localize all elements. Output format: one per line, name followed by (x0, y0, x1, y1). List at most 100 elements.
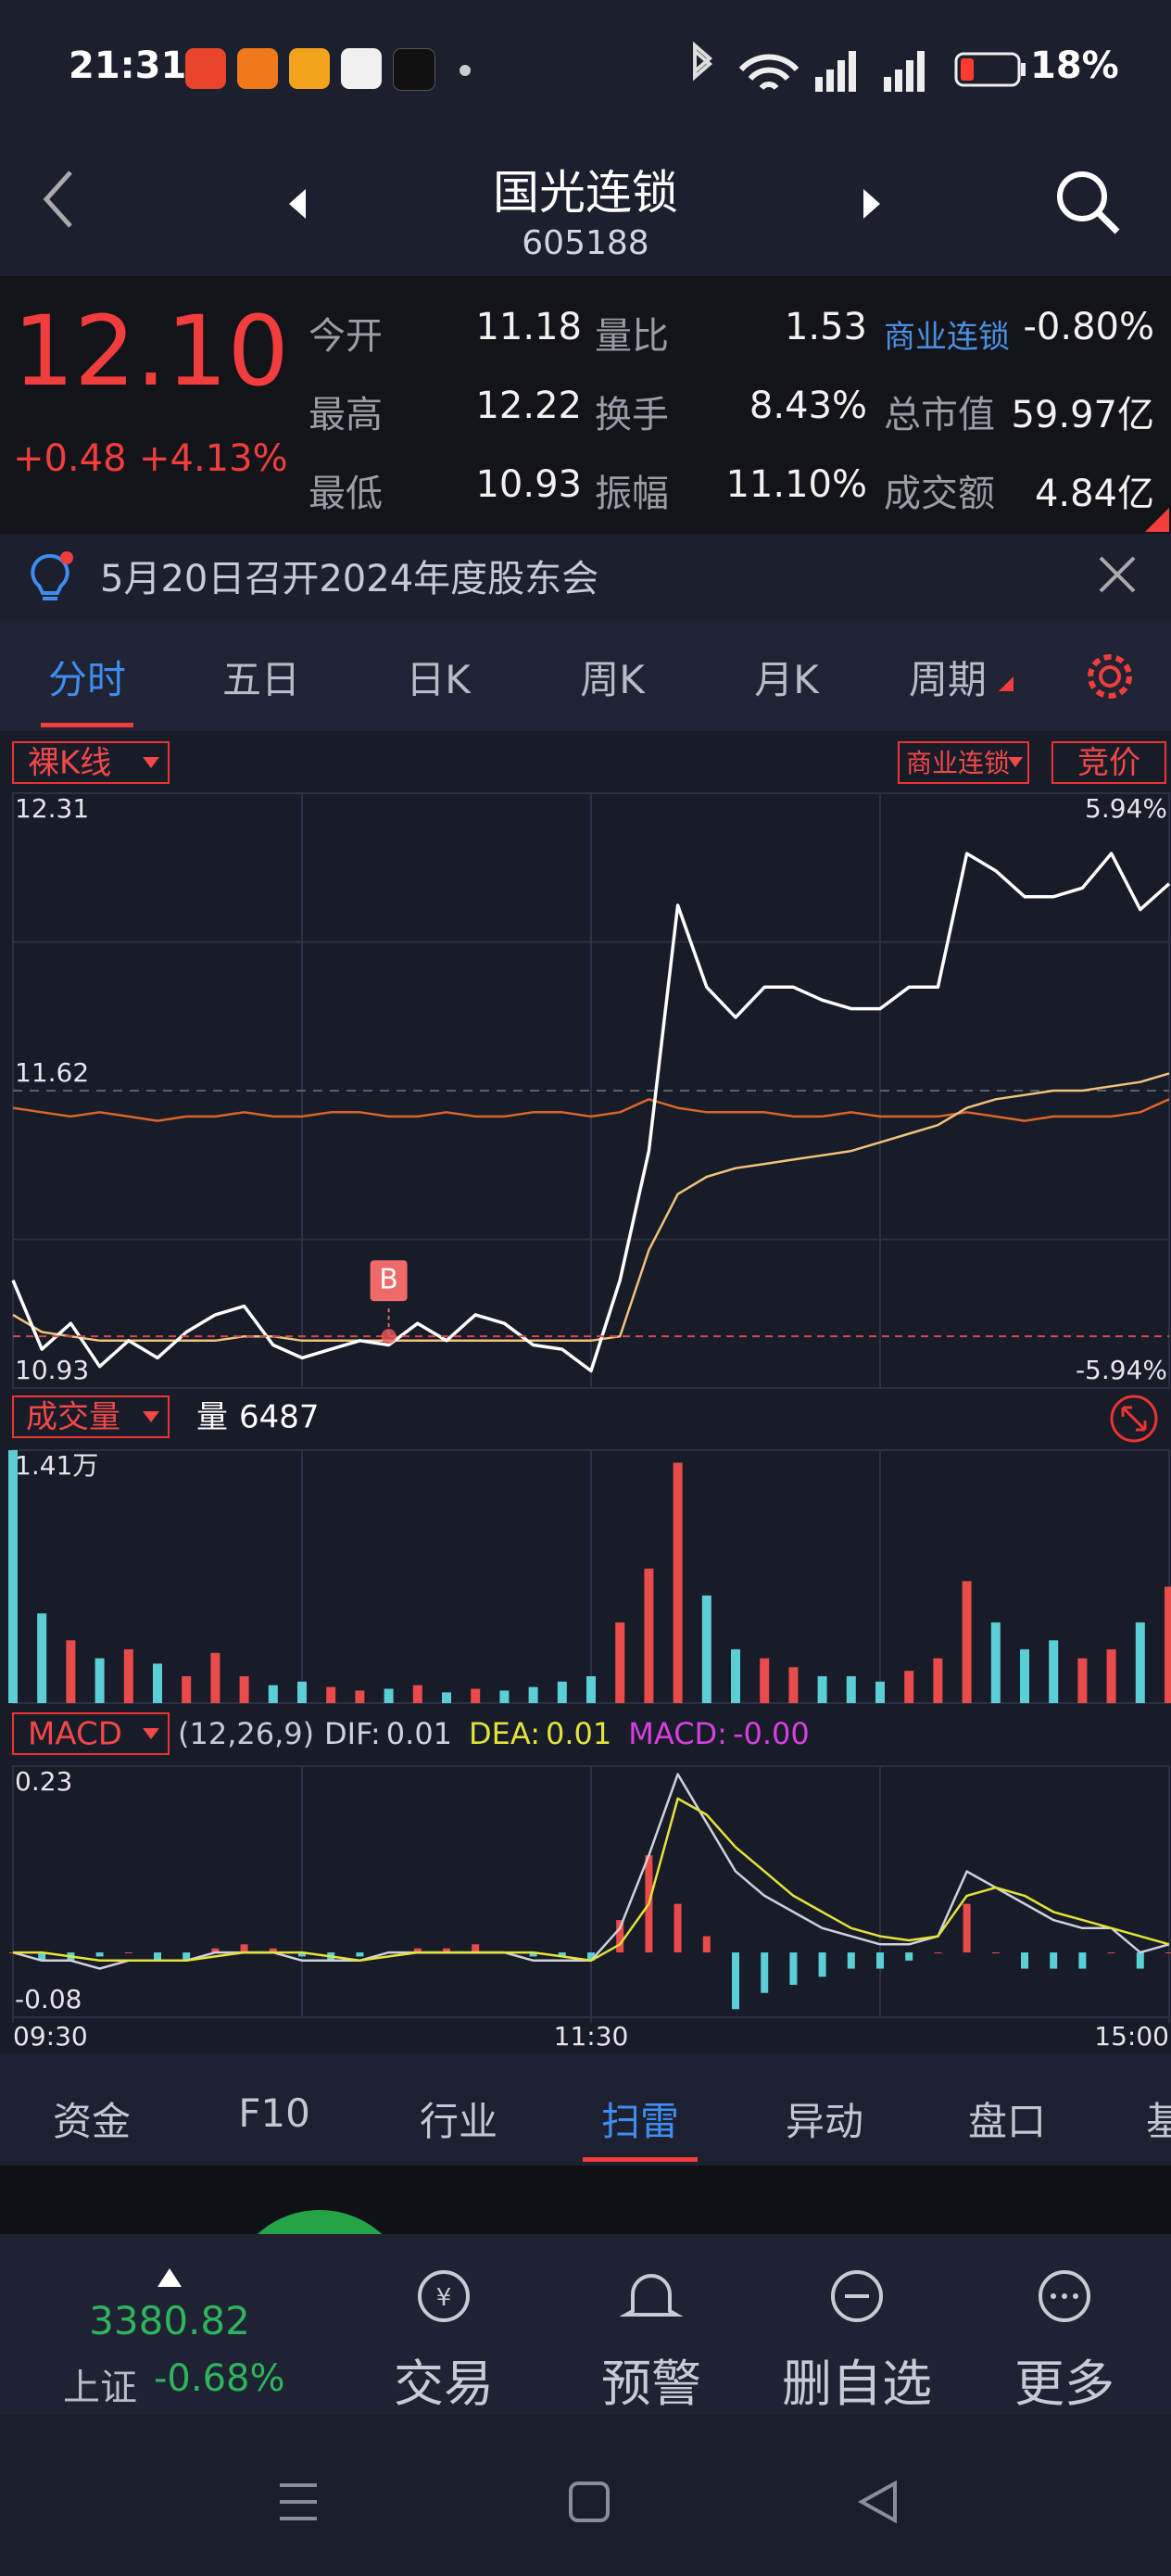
tab[interactable]: 五日 (221, 657, 301, 702)
auction-button[interactable] (1051, 741, 1166, 784)
prev-stock[interactable] (283, 185, 311, 222)
bottom-tab[interactable]: 异动 (785, 2099, 864, 2144)
stat-value: -0.80% (1023, 306, 1154, 348)
volume-bar (153, 1663, 162, 1703)
back-button[interactable] (37, 167, 83, 232)
dropdown-mark (999, 676, 1014, 691)
macd-bar (1021, 1952, 1028, 1969)
macd-bar (356, 1952, 364, 1957)
stat-label: 总市值 (884, 394, 995, 436)
bottom-tab[interactable]: 基 (1145, 2099, 1171, 2144)
macd-bar (1165, 1952, 1171, 1954)
volume-bar (615, 1622, 625, 1703)
macd-bar (269, 1948, 277, 1953)
compare-selector[interactable] (898, 741, 1029, 784)
volume-bar (962, 1581, 972, 1703)
volume-value: 6487 (239, 1399, 320, 1436)
action-button[interactable]: 交易 (394, 2355, 494, 2413)
volume-bar (355, 1690, 365, 1703)
tab[interactable]: 日K (406, 657, 471, 702)
charts: 裸K线 商业连锁 竞价 成交量 量 6487 MACD (12,26,9) 12… (0, 731, 1171, 2053)
volume-bar (760, 1658, 770, 1703)
stat-value: 4.84亿 (1034, 473, 1154, 515)
stat-label: 最低 (308, 473, 383, 515)
bottom-tab[interactable]: 盘口 (967, 2099, 1047, 2144)
expand-button[interactable] (1110, 1395, 1158, 1443)
clock: 21:31 (69, 44, 187, 87)
macd-bar (38, 1952, 46, 1961)
volume-bar (268, 1685, 278, 1703)
bottom-tab[interactable]: 资金 (52, 2099, 132, 2144)
status-icons (693, 42, 925, 92)
notice-text[interactable]: 5月20日召开2024年度股东会 (100, 558, 599, 600)
bulb-icon (31, 551, 73, 600)
stat-label: 商业连锁 (884, 319, 1010, 356)
macd-bar (1050, 1952, 1058, 1969)
mode-selector[interactable] (12, 741, 170, 784)
macd-bar (95, 1952, 104, 1957)
settings-button[interactable] (1084, 650, 1136, 702)
nav-bar (0, 2415, 1171, 2576)
app-icon (237, 48, 278, 89)
last-price: 12.10 (13, 295, 289, 408)
macd-bar (732, 1952, 739, 2010)
content-area (0, 2166, 1171, 2234)
action-button[interactable]: 更多 (1014, 2355, 1114, 2413)
indicator-selector[interactable] (12, 1712, 170, 1755)
bottom-tab[interactable]: 行业 (419, 2099, 498, 2144)
volume-title: 成交量 (26, 1399, 120, 1436)
mode-label: 裸K线 (28, 745, 111, 782)
macd-bar (154, 1952, 161, 1961)
macd-bar (472, 1944, 480, 1953)
stat-label: 成交额 (884, 473, 995, 515)
macd-bar (558, 1952, 566, 1957)
bottom-tab[interactable]: 扫雷 (600, 2099, 680, 2144)
nav-buttons[interactable] (0, 2465, 1171, 2539)
macd-bar (934, 1952, 942, 1954)
macd-bar (124, 1952, 132, 1954)
bottom-tab[interactable]: F10 (238, 2090, 310, 2136)
stat-label: 振幅 (595, 473, 669, 515)
battery-level: 18% (1030, 44, 1119, 87)
action-button[interactable]: 删自选 (782, 2355, 932, 2413)
volume-bar (94, 1658, 105, 1703)
app-icon (393, 48, 435, 91)
y2-tick-label: -5.94% (1076, 1355, 1167, 1385)
volume-bar (904, 1671, 914, 1703)
macd-bar (789, 1952, 798, 1986)
volume-selector[interactable] (12, 1395, 170, 1438)
volume-bar (846, 1675, 856, 1703)
volume-bar (471, 1688, 481, 1703)
index-value[interactable]: 3380.82 (89, 2298, 250, 2343)
tab[interactable]: 分时 (47, 657, 127, 702)
action-button[interactable]: 预警 (601, 2355, 701, 2413)
search-button[interactable] (1052, 167, 1127, 241)
legend-value: 0.01 (546, 1716, 611, 1751)
stat-label: 换手 (595, 394, 669, 436)
macd-bar (905, 1952, 913, 1961)
price-line (12, 1072, 1170, 1343)
close-notice[interactable] (1097, 554, 1138, 595)
auction-label: 竞价 (1077, 745, 1140, 782)
stock-name: 国光连锁 (493, 166, 678, 220)
macd-title: MACD (28, 1716, 122, 1753)
gauge (227, 2210, 412, 2234)
app-icon (185, 48, 226, 89)
next-stock[interactable] (858, 185, 886, 222)
stat-label: 今开 (308, 315, 383, 358)
volume-bar (1049, 1640, 1059, 1703)
tab[interactable]: 周期 (908, 657, 988, 702)
price-line (12, 1098, 1170, 1122)
macd-bar (413, 1948, 422, 1953)
tab[interactable]: 月K (754, 657, 819, 702)
stat-value: 59.97亿 (1011, 394, 1154, 436)
volume-bar (239, 1675, 249, 1703)
price-change-pct: +4.13% (139, 437, 288, 480)
volume-bar (1020, 1648, 1029, 1703)
marker-label: B (379, 1264, 398, 1296)
volume-bar (586, 1675, 596, 1703)
tab[interactable]: 周K (580, 657, 645, 702)
volume-bar (210, 1652, 220, 1703)
stat-value: 11.10% (725, 463, 867, 506)
